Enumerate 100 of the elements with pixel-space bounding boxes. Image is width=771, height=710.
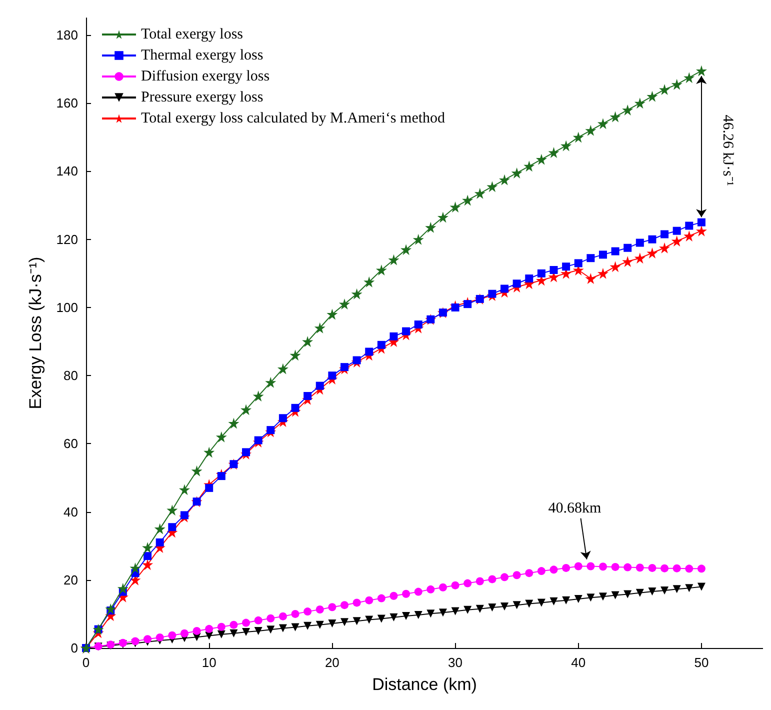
point — [585, 273, 596, 284]
point — [451, 303, 460, 312]
point — [426, 585, 435, 594]
point — [488, 575, 496, 584]
point — [328, 372, 336, 380]
point — [562, 564, 570, 572]
point — [451, 581, 460, 590]
point — [254, 616, 262, 624]
point — [390, 613, 398, 622]
annotation: 46.26 kJ·s⁻¹ — [719, 114, 736, 186]
point — [217, 622, 226, 631]
point — [646, 247, 658, 258]
y-tick-label: 40 — [64, 504, 78, 520]
point — [464, 579, 472, 588]
point — [314, 322, 326, 334]
point — [696, 225, 707, 236]
point — [671, 236, 682, 247]
point — [598, 562, 607, 571]
point — [624, 563, 632, 572]
point — [438, 583, 447, 592]
point — [376, 264, 387, 276]
point — [302, 336, 314, 348]
point — [252, 390, 264, 402]
point — [548, 147, 560, 158]
point — [266, 614, 275, 622]
point — [512, 571, 521, 580]
point — [697, 218, 706, 226]
y-tick-label: 180 — [56, 28, 78, 43]
point — [511, 167, 522, 178]
point — [205, 484, 214, 492]
point — [338, 298, 350, 310]
point — [365, 596, 374, 604]
point — [622, 104, 634, 116]
y-tick-label: 20 — [64, 572, 78, 588]
y-tick-label: 120 — [56, 232, 78, 247]
point — [672, 564, 681, 572]
point — [130, 562, 141, 574]
point — [685, 222, 694, 230]
point — [672, 585, 681, 594]
point — [597, 268, 608, 279]
x-tick-label: 40 — [571, 655, 586, 670]
legend-label: Pressure exergy loss — [141, 90, 264, 106]
point — [242, 448, 250, 456]
point — [242, 628, 250, 636]
point — [660, 230, 669, 238]
point — [412, 234, 424, 245]
point — [572, 132, 584, 143]
point — [388, 254, 400, 266]
point — [474, 188, 486, 199]
point — [228, 418, 240, 429]
point — [144, 635, 152, 644]
legend-label: Thermal exergy loss — [141, 48, 264, 64]
point — [685, 564, 694, 573]
point — [400, 244, 412, 256]
point — [451, 607, 460, 616]
point — [500, 573, 509, 582]
point — [328, 619, 336, 628]
point — [671, 78, 682, 90]
point — [266, 626, 275, 634]
x-tick-label: 50 — [694, 655, 709, 670]
point — [178, 484, 190, 496]
point — [266, 426, 275, 434]
point — [365, 348, 374, 356]
point — [525, 274, 534, 283]
point — [291, 623, 300, 632]
point — [648, 587, 656, 596]
point — [351, 288, 362, 300]
point — [586, 562, 595, 570]
point — [390, 332, 398, 340]
point — [291, 610, 300, 618]
point — [525, 569, 534, 578]
point — [437, 212, 448, 223]
point — [426, 610, 435, 618]
point — [180, 629, 188, 638]
point — [499, 174, 510, 186]
point — [697, 582, 706, 591]
point — [574, 562, 582, 570]
point — [488, 290, 496, 298]
y-tick-label: 160 — [56, 96, 78, 111]
point — [217, 472, 226, 480]
point — [205, 624, 214, 633]
point — [377, 340, 386, 349]
x-tick-label: 20 — [324, 655, 340, 670]
x-tick-label: 0 — [82, 655, 90, 670]
y-tick-label: 100 — [56, 300, 78, 315]
point — [365, 616, 374, 624]
point — [611, 562, 620, 571]
x-tick-label: 30 — [448, 655, 463, 670]
point — [464, 300, 472, 308]
point — [377, 594, 386, 602]
point — [611, 247, 620, 256]
point — [230, 620, 238, 629]
point — [304, 622, 312, 630]
point — [192, 626, 201, 635]
point — [168, 631, 176, 640]
point — [550, 566, 558, 574]
point — [414, 610, 422, 619]
legend-label: Diffusion exergy loss — [141, 68, 270, 84]
point — [585, 124, 596, 136]
point — [525, 600, 534, 608]
